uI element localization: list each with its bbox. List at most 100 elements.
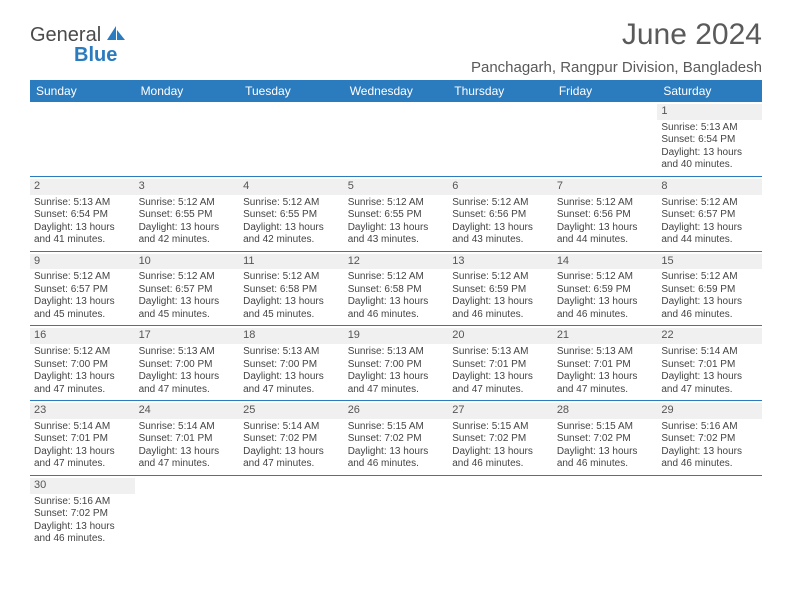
sunset-text: Sunset: 6:59 PM — [557, 284, 654, 297]
sunrise-text: Sunrise: 5:13 AM — [661, 122, 758, 135]
sunset-text: Sunset: 7:02 PM — [243, 433, 340, 446]
calendar-cell: . — [553, 102, 658, 176]
daylight-text: Daylight: 13 hours and 47 minutes. — [139, 446, 236, 471]
calendar-cell: 23Sunrise: 5:14 AMSunset: 7:01 PMDayligh… — [30, 401, 135, 476]
calendar-cell: 27Sunrise: 5:15 AMSunset: 7:02 PMDayligh… — [448, 401, 553, 476]
sunrise-text: Sunrise: 5:13 AM — [139, 346, 236, 359]
calendar-cell: 13Sunrise: 5:12 AMSunset: 6:59 PMDayligh… — [448, 251, 553, 326]
calendar-cell: 16Sunrise: 5:12 AMSunset: 7:00 PMDayligh… — [30, 326, 135, 401]
sunrise-text: Sunrise: 5:15 AM — [557, 421, 654, 434]
sunset-text: Sunset: 6:55 PM — [243, 209, 340, 222]
sunrise-text: Sunrise: 5:12 AM — [139, 197, 236, 210]
daylight-text: Daylight: 13 hours and 45 minutes. — [139, 296, 236, 321]
calendar-cell: 17Sunrise: 5:13 AMSunset: 7:00 PMDayligh… — [135, 326, 240, 401]
sunset-text: Sunset: 6:57 PM — [139, 284, 236, 297]
calendar-cell: 15Sunrise: 5:12 AMSunset: 6:59 PMDayligh… — [657, 251, 762, 326]
day-number: 28 — [553, 403, 658, 419]
calendar-cell: 24Sunrise: 5:14 AMSunset: 7:01 PMDayligh… — [135, 401, 240, 476]
daylight-text: Daylight: 13 hours and 46 minutes. — [661, 296, 758, 321]
calendar-cell: 14Sunrise: 5:12 AMSunset: 6:59 PMDayligh… — [553, 251, 658, 326]
calendar-cell: 18Sunrise: 5:13 AMSunset: 7:00 PMDayligh… — [239, 326, 344, 401]
sunrise-text: Sunrise: 5:12 AM — [557, 271, 654, 284]
calendar-cell: 11Sunrise: 5:12 AMSunset: 6:58 PMDayligh… — [239, 251, 344, 326]
sunrise-text: Sunrise: 5:14 AM — [243, 421, 340, 434]
weekday-header: Friday — [553, 80, 658, 102]
daylight-text: Daylight: 13 hours and 41 minutes. — [34, 222, 131, 247]
daylight-text: Daylight: 13 hours and 46 minutes. — [34, 521, 131, 546]
sunset-text: Sunset: 7:01 PM — [557, 359, 654, 372]
day-number: 22 — [657, 328, 762, 344]
day-number: 14 — [553, 254, 658, 270]
daylight-text: Daylight: 13 hours and 46 minutes. — [557, 446, 654, 471]
sunrise-text: Sunrise: 5:12 AM — [34, 271, 131, 284]
day-number: 24 — [135, 403, 240, 419]
daylight-text: Daylight: 13 hours and 47 minutes. — [243, 371, 340, 396]
sunrise-text: Sunrise: 5:12 AM — [139, 271, 236, 284]
sunrise-text: Sunrise: 5:12 AM — [243, 271, 340, 284]
sunrise-text: Sunrise: 5:13 AM — [557, 346, 654, 359]
sunrise-text: Sunrise: 5:16 AM — [34, 496, 131, 509]
sunrise-text: Sunrise: 5:16 AM — [661, 421, 758, 434]
day-number: 2 — [30, 179, 135, 195]
day-number: 12 — [344, 254, 449, 270]
sunset-text: Sunset: 7:02 PM — [452, 433, 549, 446]
weekday-header: Tuesday — [239, 80, 344, 102]
calendar-cell: 26Sunrise: 5:15 AMSunset: 7:02 PMDayligh… — [344, 401, 449, 476]
sunrise-text: Sunrise: 5:12 AM — [661, 197, 758, 210]
day-number: 19 — [344, 328, 449, 344]
calendar-cell: 20Sunrise: 5:13 AMSunset: 7:01 PMDayligh… — [448, 326, 553, 401]
daylight-text: Daylight: 13 hours and 42 minutes. — [243, 222, 340, 247]
calendar-cell — [553, 475, 658, 549]
daylight-text: Daylight: 13 hours and 47 minutes. — [452, 371, 549, 396]
day-number: 27 — [448, 403, 553, 419]
day-number: 5 — [344, 179, 449, 195]
calendar-cell: 22Sunrise: 5:14 AMSunset: 7:01 PMDayligh… — [657, 326, 762, 401]
daylight-text: Daylight: 13 hours and 46 minutes. — [557, 296, 654, 321]
day-number: 29 — [657, 403, 762, 419]
day-number: 21 — [553, 328, 658, 344]
daylight-text: Daylight: 13 hours and 45 minutes. — [34, 296, 131, 321]
sunset-text: Sunset: 7:00 PM — [243, 359, 340, 372]
daylight-text: Daylight: 13 hours and 46 minutes. — [661, 446, 758, 471]
sunset-text: Sunset: 6:54 PM — [34, 209, 131, 222]
sunset-text: Sunset: 6:55 PM — [348, 209, 445, 222]
sunset-text: Sunset: 7:02 PM — [348, 433, 445, 446]
day-number: 15 — [657, 254, 762, 270]
calendar-cell: 28Sunrise: 5:15 AMSunset: 7:02 PMDayligh… — [553, 401, 658, 476]
sunset-text: Sunset: 6:58 PM — [243, 284, 340, 297]
daylight-text: Daylight: 13 hours and 42 minutes. — [139, 222, 236, 247]
sunrise-text: Sunrise: 5:13 AM — [452, 346, 549, 359]
logo-text-2: Blue — [74, 44, 792, 67]
calendar-cell: . — [135, 102, 240, 176]
daylight-text: Daylight: 13 hours and 46 minutes. — [452, 296, 549, 321]
sunset-text: Sunset: 7:00 PM — [34, 359, 131, 372]
calendar-table: SundayMondayTuesdayWednesdayThursdayFrid… — [30, 80, 762, 550]
daylight-text: Daylight: 13 hours and 40 minutes. — [661, 147, 758, 172]
sunset-text: Sunset: 7:01 PM — [34, 433, 131, 446]
daylight-text: Daylight: 13 hours and 44 minutes. — [557, 222, 654, 247]
weekday-header-row: SundayMondayTuesdayWednesdayThursdayFrid… — [30, 80, 762, 102]
weekday-header: Sunday — [30, 80, 135, 102]
calendar-cell — [344, 475, 449, 549]
sunrise-text: Sunrise: 5:13 AM — [34, 197, 131, 210]
day-number: 16 — [30, 328, 135, 344]
daylight-text: Daylight: 13 hours and 47 minutes. — [243, 446, 340, 471]
sunrise-text: Sunrise: 5:12 AM — [452, 271, 549, 284]
sunset-text: Sunset: 6:57 PM — [34, 284, 131, 297]
day-number: 7 — [553, 179, 658, 195]
calendar-cell: 29Sunrise: 5:16 AMSunset: 7:02 PMDayligh… — [657, 401, 762, 476]
day-number: 30 — [30, 478, 135, 494]
calendar-cell: 2 Sunrise: 5:13 AMSunset: 6:54 PMDaylight… — [30, 176, 135, 251]
sunset-text: Sunset: 6:58 PM — [348, 284, 445, 297]
sunset-text: Sunset: 6:59 PM — [452, 284, 549, 297]
daylight-text: Daylight: 13 hours and 47 minutes. — [348, 371, 445, 396]
sunset-text: Sunset: 7:01 PM — [661, 359, 758, 372]
weekday-header: Saturday — [657, 80, 762, 102]
day-number: 3 — [135, 179, 240, 195]
calendar-cell — [657, 475, 762, 549]
sunrise-text: Sunrise: 5:14 AM — [661, 346, 758, 359]
calendar-cell: . — [344, 102, 449, 176]
sunrise-text: Sunrise: 5:12 AM — [452, 197, 549, 210]
daylight-text: Daylight: 13 hours and 43 minutes. — [452, 222, 549, 247]
day-number: 4 — [239, 179, 344, 195]
